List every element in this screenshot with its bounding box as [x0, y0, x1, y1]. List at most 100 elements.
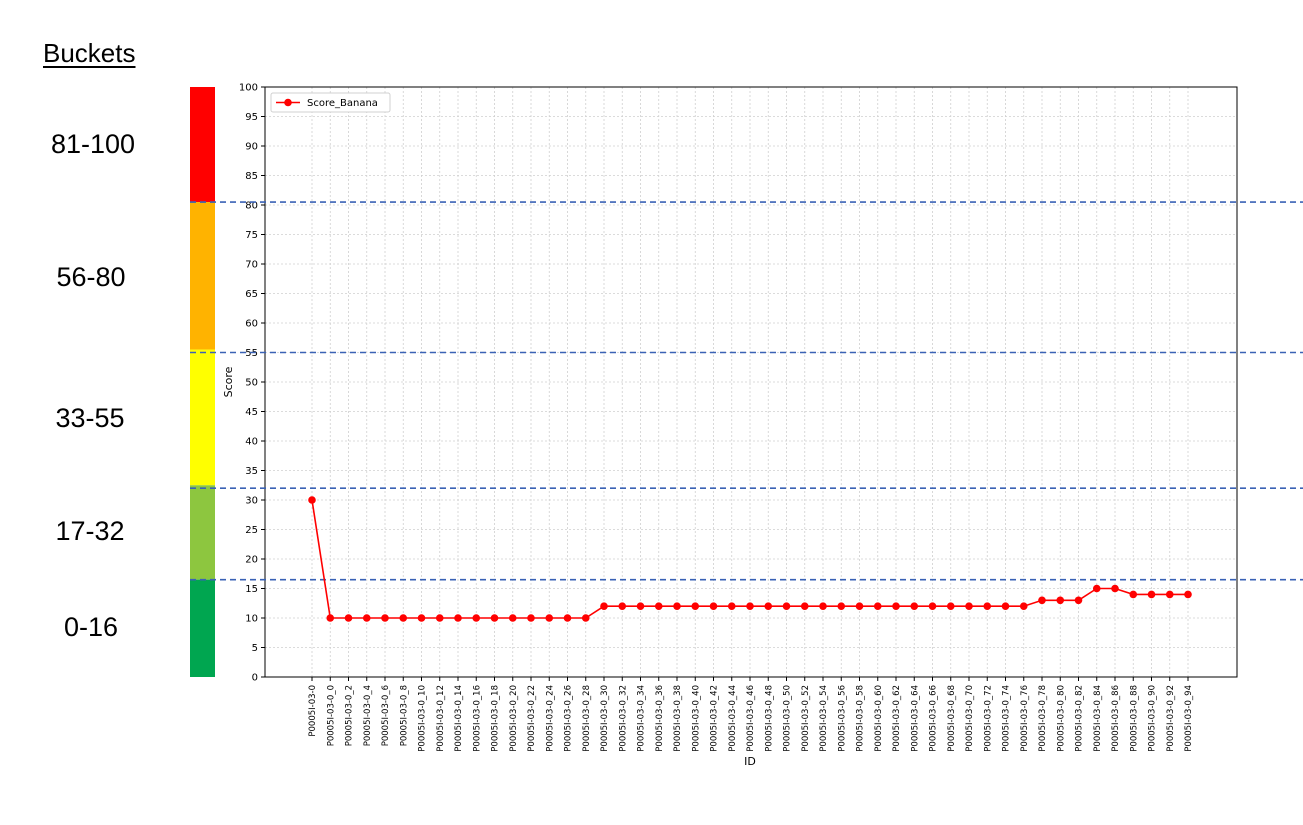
- x-tick-label: P0005I-03-0_26: [564, 685, 574, 752]
- y-tick-label: 90: [245, 142, 258, 153]
- bucket-bar-81-100: [190, 87, 215, 203]
- data-point: [910, 602, 919, 610]
- x-tick-label: P0005I-03-0_24: [545, 685, 555, 752]
- x-tick-label: P0005I-03-0_42: [710, 685, 720, 752]
- bucket-label-17-32: 17-32: [55, 516, 125, 546]
- data-point: [654, 602, 663, 610]
- data-point: [691, 602, 700, 610]
- data-point: [454, 614, 462, 622]
- x-tick-label: P0005I-03-0_82: [1075, 685, 1085, 752]
- x-tick-label: P0005I-03-0_44: [728, 685, 738, 752]
- data-point: [673, 602, 681, 610]
- data-point: [344, 614, 353, 622]
- x-tick-label: P0005I-03-0_84: [1093, 685, 1103, 752]
- y-tick-label: 55: [245, 348, 258, 359]
- x-tick-label: P0005I-03-0_80: [1056, 685, 1066, 752]
- data-point: [764, 602, 773, 610]
- grid-lines: [265, 86, 1237, 678]
- data-point: [1092, 584, 1101, 593]
- x-tick-label: P0005I-03-0_62: [892, 685, 902, 752]
- x-tick-label: P0005I-03-0_72: [983, 685, 993, 752]
- data-point: [946, 602, 955, 610]
- y-tick-label: 80: [245, 201, 258, 212]
- data-point: [873, 602, 882, 610]
- data-point: [782, 602, 791, 610]
- x-tick-label: P0005I-03-0_78: [1038, 685, 1048, 752]
- x-tick-label: P0005I-03-0_12: [436, 685, 446, 752]
- data-point: [618, 602, 627, 610]
- y-tick-label: 5: [252, 643, 258, 654]
- x-tick-label: P0005I-03-0_20: [509, 685, 519, 752]
- buckets-title: Buckets: [43, 38, 136, 68]
- x-tick-label: P0005I-03-0_38: [673, 685, 683, 752]
- bucket-bar-0-16: [190, 579, 215, 677]
- x-tick-label: P0005I-03-0_52: [801, 685, 811, 752]
- y-tick-label: 15: [245, 584, 258, 595]
- x-tick-label: P0005I-03-0: [308, 685, 318, 737]
- data-point: [636, 602, 645, 610]
- data-point: [435, 614, 444, 622]
- y-axis-label: Score: [222, 366, 235, 397]
- x-tick-label: P0005I-03-0_14: [454, 685, 464, 752]
- y-tick-label: 85: [245, 171, 258, 182]
- y-tick-label: 65: [245, 289, 258, 300]
- data-point: [709, 602, 718, 610]
- data-point: [800, 602, 809, 610]
- bucket-bar-17-32: [190, 485, 215, 580]
- data-point: [1019, 602, 1028, 610]
- y-tick-label: 0: [252, 673, 258, 684]
- y-tick-label: 10: [245, 614, 258, 625]
- data-point: [928, 602, 937, 610]
- data-point: [326, 614, 335, 622]
- x-tick-label: P0005I-03-0_68: [947, 685, 957, 752]
- x-axis-label: ID: [744, 755, 756, 768]
- data-point: [545, 614, 554, 622]
- x-tick-label: P0005I-03-0_74: [1002, 685, 1012, 752]
- bucket-label-0-16: 0-16: [63, 612, 119, 642]
- data-point: [892, 602, 900, 610]
- x-tick-label: P0005I-03-0_22: [527, 685, 537, 752]
- x-tick-label: P0005I-03-0_4: [363, 685, 373, 746]
- data-point: [965, 602, 973, 610]
- y-tick-label: 20: [245, 555, 258, 566]
- x-tick-label: P0005I-03-0_94: [1184, 685, 1194, 752]
- data-point: [727, 602, 736, 610]
- data-point: [746, 602, 754, 610]
- y-tick-label: 75: [245, 230, 258, 241]
- data-point: [819, 602, 827, 610]
- y-tick-label: 50: [245, 378, 258, 389]
- x-tick-label: P0005I-03-0_66: [929, 685, 939, 752]
- data-point: [600, 602, 608, 610]
- x-tick-label: P0005I-03-0_0: [326, 685, 336, 746]
- data-point: [855, 602, 864, 610]
- x-tick-label: P0005I-03-0_10: [418, 685, 428, 752]
- y-tick-label: 100: [239, 83, 258, 94]
- data-point: [1147, 590, 1156, 599]
- x-tick-label: P0005I-03-0_2: [345, 685, 355, 746]
- y-tick-label: 45: [245, 407, 258, 418]
- data-point: [399, 614, 408, 622]
- legend: Score_Banana: [270, 92, 391, 113]
- x-tick-label: P0005I-03-0_50: [783, 685, 793, 752]
- y-tick-label: 60: [245, 319, 258, 330]
- x-tick-label: P0005I-03-0_88: [1129, 685, 1139, 752]
- data-point: [508, 614, 517, 622]
- data-point: [417, 614, 426, 622]
- data-point: [1074, 596, 1083, 605]
- bucket-label-33-55: 33-55: [55, 403, 125, 433]
- x-tick-label: P0005I-03-0_34: [637, 685, 647, 752]
- data-point: [1129, 590, 1138, 599]
- data-point: [308, 496, 316, 504]
- x-tick-label: P0005I-03-0_54: [819, 685, 829, 752]
- data-point: [581, 614, 590, 622]
- data-point: [1001, 602, 1010, 610]
- x-tick-label: P0005I-03-0_8: [399, 685, 409, 746]
- y-tick-label: 95: [245, 112, 258, 123]
- data-point: [1038, 596, 1046, 605]
- legend-label: Score_Banana: [307, 98, 378, 109]
- data-point: [472, 614, 481, 622]
- bucket-label-81-100: 81-100: [50, 129, 136, 159]
- y-tick-label: 35: [245, 466, 258, 477]
- x-tick-label: P0005I-03-0_32: [618, 685, 628, 752]
- x-tick-label: P0005I-03-0_16: [472, 685, 482, 752]
